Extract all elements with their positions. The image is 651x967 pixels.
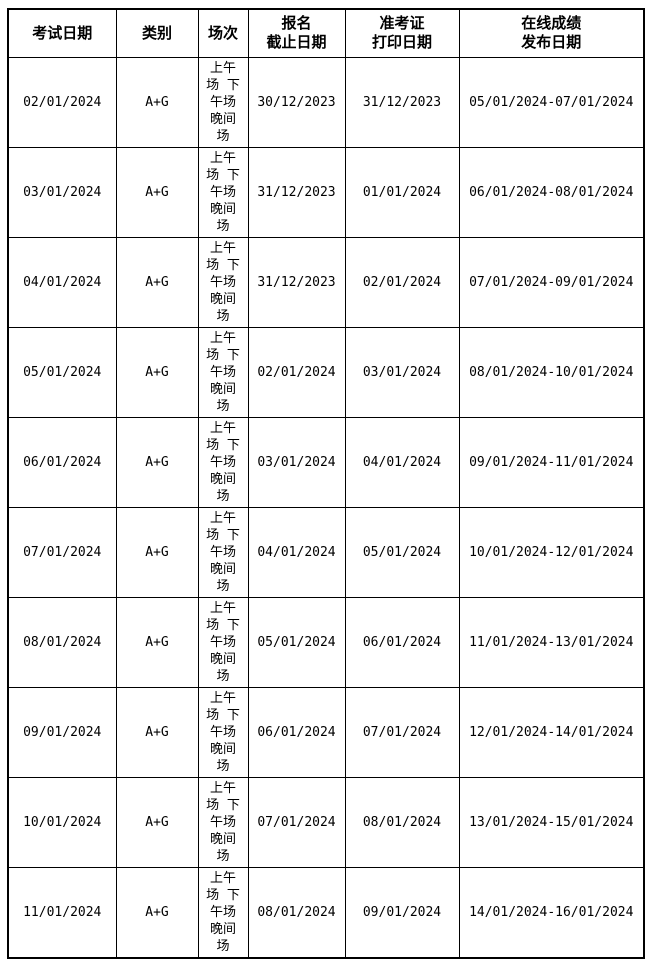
cell-registration-deadline: 31/12/2023 [247,236,346,328]
cell-registration-deadline: 05/01/2024 [247,596,346,688]
cell-registration-deadline: 30/12/2023 [247,56,346,148]
cell-exam-date: 08/01/2024 [7,596,117,688]
cell-sessions: 上午场 下午场 晚间场 [197,776,249,868]
cell-score-release-period: 07/01/2024-09/01/2024 [458,236,645,328]
cell-admission-ticket-print-date: 06/01/2024 [344,596,460,688]
cell-exam-date: 05/01/2024 [7,326,117,418]
table-row: 07/01/2024 A+G 上午场 下午场 晚间场 04/01/2024 05… [7,506,645,598]
cell-score-release-period: 06/01/2024-08/01/2024 [458,146,645,238]
table-header: 考试日期 类别 场次 报名 截止日期 准考证 打印日期 在线成绩 发布日期 [7,8,645,58]
cell-registration-deadline: 02/01/2024 [247,326,346,418]
table-row: 05/01/2024 A+G 上午场 下午场 晚间场 02/01/2024 03… [7,326,645,418]
cell-admission-ticket-print-date: 05/01/2024 [344,506,460,598]
cell-admission-ticket-print-date: 03/01/2024 [344,326,460,418]
cell-category: A+G [115,596,199,688]
cell-score-release-period: 11/01/2024-13/01/2024 [458,596,645,688]
table-row: 08/01/2024 A+G 上午场 下午场 晚间场 05/01/2024 06… [7,596,645,688]
cell-registration-deadline: 31/12/2023 [247,146,346,238]
cell-sessions: 上午场 下午场 晚间场 [197,596,249,688]
header-row: 考试日期 类别 场次 报名 截止日期 准考证 打印日期 在线成绩 发布日期 [7,8,645,58]
cell-category: A+G [115,326,199,418]
cell-exam-date: 09/01/2024 [7,686,117,778]
cell-exam-date: 07/01/2024 [7,506,117,598]
cell-registration-deadline: 04/01/2024 [247,506,346,598]
cell-category: A+G [115,56,199,148]
column-header-registration-deadline: 报名 截止日期 [247,8,346,58]
cell-category: A+G [115,686,199,778]
table-row: 02/01/2024 A+G 上午场 下午场 晚间场 30/12/2023 31… [7,56,645,148]
cell-score-release-period: 10/01/2024-12/01/2024 [458,506,645,598]
cell-registration-deadline: 07/01/2024 [247,776,346,868]
cell-score-release-period: 12/01/2024-14/01/2024 [458,686,645,778]
cell-category: A+G [115,866,199,958]
cell-exam-date: 11/01/2024 [7,866,117,958]
column-header-exam-date: 考试日期 [7,8,117,58]
cell-exam-date: 04/01/2024 [7,236,117,328]
table-row: 11/01/2024 A+G 上午场 下午场 晚间场 08/01/2024 09… [7,866,645,958]
cell-registration-deadline: 03/01/2024 [247,416,346,508]
column-header-admission-ticket-print-date: 准考证 打印日期 [344,8,460,58]
exam-schedule-table: 考试日期 类别 场次 报名 截止日期 准考证 打印日期 在线成绩 发布日期 02… [7,8,645,959]
cell-registration-deadline: 06/01/2024 [247,686,346,778]
table-body: 02/01/2024 A+G 上午场 下午场 晚间场 30/12/2023 31… [7,56,645,958]
cell-exam-date: 02/01/2024 [7,56,117,148]
cell-sessions: 上午场 下午场 晚间场 [197,686,249,778]
column-header-sessions: 场次 [197,8,249,58]
table-row: 04/01/2024 A+G 上午场 下午场 晚间场 31/12/2023 02… [7,236,645,328]
table-row: 09/01/2024 A+G 上午场 下午场 晚间场 06/01/2024 07… [7,686,645,778]
cell-admission-ticket-print-date: 07/01/2024 [344,686,460,778]
cell-admission-ticket-print-date: 02/01/2024 [344,236,460,328]
cell-exam-date: 03/01/2024 [7,146,117,238]
cell-admission-ticket-print-date: 08/01/2024 [344,776,460,868]
cell-admission-ticket-print-date: 31/12/2023 [344,56,460,148]
cell-category: A+G [115,506,199,598]
cell-score-release-period: 08/01/2024-10/01/2024 [458,326,645,418]
table-row: 03/01/2024 A+G 上午场 下午场 晚间场 31/12/2023 01… [7,146,645,238]
cell-admission-ticket-print-date: 04/01/2024 [344,416,460,508]
table-row: 10/01/2024 A+G 上午场 下午场 晚间场 07/01/2024 08… [7,776,645,868]
cell-category: A+G [115,416,199,508]
cell-exam-date: 06/01/2024 [7,416,117,508]
cell-sessions: 上午场 下午场 晚间场 [197,326,249,418]
cell-sessions: 上午场 下午场 晚间场 [197,146,249,238]
cell-score-release-period: 05/01/2024-07/01/2024 [458,56,645,148]
cell-score-release-period: 14/01/2024-16/01/2024 [458,866,645,958]
cell-sessions: 上午场 下午场 晚间场 [197,416,249,508]
cell-sessions: 上午场 下午场 晚间场 [197,236,249,328]
table-row: 06/01/2024 A+G 上午场 下午场 晚间场 03/01/2024 04… [7,416,645,508]
cell-category: A+G [115,146,199,238]
cell-sessions: 上午场 下午场 晚间场 [197,56,249,148]
cell-sessions: 上午场 下午场 晚间场 [197,866,249,958]
cell-score-release-period: 09/01/2024-11/01/2024 [458,416,645,508]
cell-category: A+G [115,776,199,868]
cell-score-release-period: 13/01/2024-15/01/2024 [458,776,645,868]
column-header-score-release-date: 在线成绩 发布日期 [458,8,645,58]
cell-category: A+G [115,236,199,328]
cell-sessions: 上午场 下午场 晚间场 [197,506,249,598]
cell-admission-ticket-print-date: 01/01/2024 [344,146,460,238]
column-header-category: 类别 [115,8,199,58]
cell-registration-deadline: 08/01/2024 [247,866,346,958]
cell-exam-date: 10/01/2024 [7,776,117,868]
cell-admission-ticket-print-date: 09/01/2024 [344,866,460,958]
